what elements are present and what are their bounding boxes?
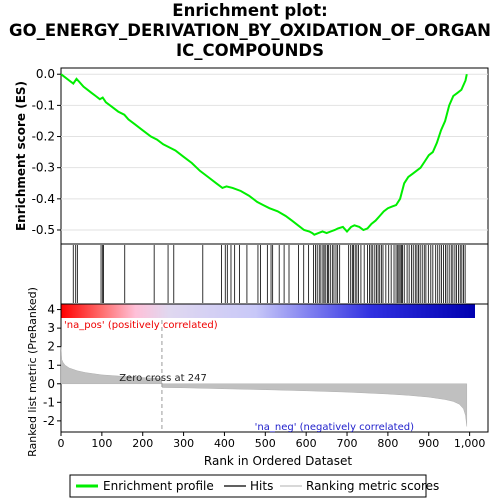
metric-y-tick-label: 2 <box>47 340 55 354</box>
es-y-tick-label: -0.5 <box>32 223 55 237</box>
x-tick-label: 500 <box>255 437 276 450</box>
title-line-2: GO_ENERGY_DERIVATION_BY_OXIDATION_OF_ORG… <box>9 21 491 40</box>
es-y-axis: 0.0 -0.1 -0.2 -0.3 -0.4 -0.5 <box>32 67 61 237</box>
es-y-tick-label: 0.0 <box>36 67 55 81</box>
metric-y-tick-label: 1 <box>47 358 55 372</box>
x-tick-label: 800 <box>377 437 398 450</box>
chart-title: Enrichment plot: GO_ENERGY_DERIVATION_BY… <box>0 1 500 61</box>
enrichment-profile-line <box>60 73 468 236</box>
x-tick-label: 100 <box>91 437 112 450</box>
es-curve-layer <box>60 73 468 236</box>
x-tick-label: 0 <box>58 437 65 450</box>
es-y-tick-label: -0.1 <box>32 98 55 112</box>
x-axis: 0 100 200 300 400 500 600 700 800 900 1,000 <box>58 432 486 450</box>
hits-layer <box>72 245 466 303</box>
metric-layer <box>60 320 468 432</box>
legend-metric-label: Ranking metric scores <box>306 479 439 493</box>
es-y-axis-label: Enrichment score (ES) <box>14 81 28 231</box>
ranking-metric-area <box>60 346 468 427</box>
es-panel-frame <box>60 67 489 245</box>
x-axis-label: Rank in Ordered Dataset <box>204 454 352 468</box>
x-tick-label: 900 <box>418 437 439 450</box>
pos-correlated-label: 'na_pos' (positively correlated) <box>64 320 218 331</box>
es-y-tick-label: -0.2 <box>32 130 55 144</box>
legend-hits-label: Hits <box>250 479 273 493</box>
metric-y-tick-label: 3 <box>47 321 55 335</box>
x-tick-label: 1,000 <box>454 437 486 450</box>
x-tick-label: 700 <box>337 437 358 450</box>
es-y-tick-label: -0.4 <box>32 192 55 206</box>
legend-enrichment-label: Enrichment profile <box>103 479 214 493</box>
legend: Enrichment profile Hits Ranking metric s… <box>69 474 439 498</box>
title-line-1: Enrichment plot: <box>172 1 328 20</box>
ranked-list-colorbar <box>61 304 475 318</box>
legend-box <box>69 474 427 498</box>
neg-correlated-label: 'na_neg' (negatively correlated) <box>255 422 414 433</box>
metric-y-tick-label: 0 <box>47 377 55 391</box>
metric-y-axis: 4 3 2 1 0 -1 -2 <box>43 303 61 428</box>
metric-y-tick-label: 4 <box>47 303 55 317</box>
metric-y-tick-label: -2 <box>43 414 55 428</box>
metric-y-tick-label: -1 <box>43 395 55 409</box>
x-tick-label: 600 <box>296 437 317 450</box>
x-tick-label: 200 <box>132 437 153 450</box>
x-tick-label: 400 <box>214 437 235 450</box>
title-line-3: IC_COMPOUNDS <box>176 41 324 60</box>
es-y-tick-label: -0.3 <box>32 161 55 175</box>
zero-cross-label: Zero cross at 247 <box>119 373 207 384</box>
es-grid <box>61 73 488 231</box>
x-tick-label: 300 <box>173 437 194 450</box>
metric-y-axis-label: Ranked list metric (PreRanked) <box>26 287 39 457</box>
